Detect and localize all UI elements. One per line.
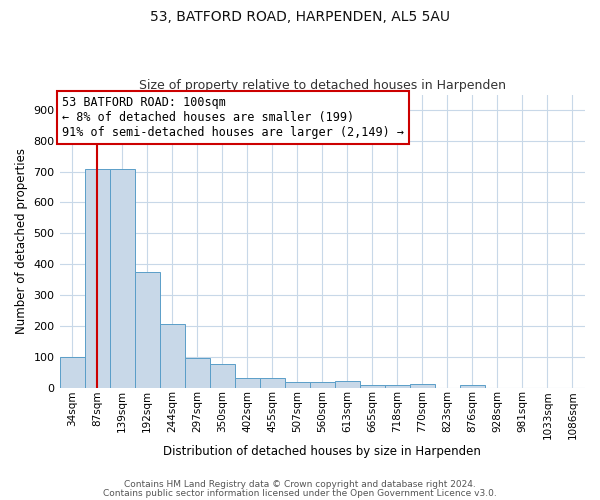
Text: Contains public sector information licensed under the Open Government Licence v3: Contains public sector information licen…: [103, 490, 497, 498]
X-axis label: Distribution of detached houses by size in Harpenden: Distribution of detached houses by size …: [163, 444, 481, 458]
Text: Contains HM Land Registry data © Crown copyright and database right 2024.: Contains HM Land Registry data © Crown c…: [124, 480, 476, 489]
Bar: [310, 382, 335, 388]
Text: 53 BATFORD ROAD: 100sqm
← 8% of detached houses are smaller (199)
91% of semi-de: 53 BATFORD ROAD: 100sqm ← 8% of detached…: [62, 96, 404, 139]
Bar: [110, 168, 134, 388]
Bar: [335, 381, 360, 388]
Bar: [260, 378, 285, 388]
Text: 53, BATFORD ROAD, HARPENDEN, AL5 5AU: 53, BATFORD ROAD, HARPENDEN, AL5 5AU: [150, 10, 450, 24]
Bar: [134, 272, 160, 388]
Bar: [285, 382, 310, 388]
Y-axis label: Number of detached properties: Number of detached properties: [15, 148, 28, 334]
Bar: [460, 385, 485, 388]
Bar: [85, 168, 110, 388]
Bar: [160, 324, 185, 388]
Bar: [410, 384, 435, 388]
Bar: [59, 356, 85, 388]
Bar: [385, 386, 410, 388]
Title: Size of property relative to detached houses in Harpenden: Size of property relative to detached ho…: [139, 79, 506, 92]
Bar: [185, 358, 209, 388]
Bar: [360, 385, 385, 388]
Bar: [209, 364, 235, 388]
Bar: [235, 378, 260, 388]
